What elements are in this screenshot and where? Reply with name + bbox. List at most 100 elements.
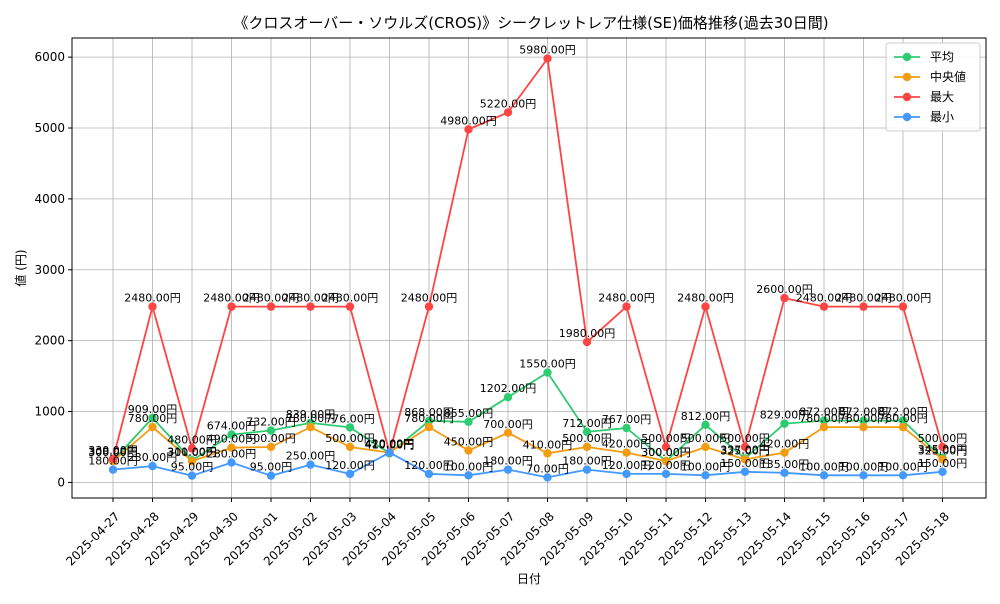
data-label: 2480.00円 — [124, 292, 181, 305]
data-label: 500.00円 — [246, 432, 296, 445]
data-label: 500.00円 — [720, 432, 770, 445]
legend-marker — [902, 52, 912, 62]
legend-box — [885, 42, 981, 132]
data-point — [503, 393, 513, 402]
data-point — [424, 422, 434, 432]
y-tick-label: 3000 — [34, 263, 65, 277]
data-label: 1202.00円 — [480, 382, 537, 395]
data-point — [938, 442, 947, 452]
data-point — [148, 422, 157, 432]
data-label: 180.00円 — [88, 455, 138, 468]
data-point — [661, 456, 671, 466]
data-point — [898, 302, 908, 311]
legend-item: 最大 — [894, 90, 954, 104]
data-point — [701, 471, 710, 480]
data-point — [227, 443, 236, 452]
data-label: 2480.00円 — [598, 292, 655, 305]
data-point — [266, 426, 276, 435]
legend-marker — [902, 72, 912, 82]
data-point — [740, 442, 750, 452]
y-axis-label: 値 (円) — [13, 249, 28, 286]
data-point — [543, 368, 552, 377]
data-label: 500.00円 — [681, 432, 731, 445]
data-point — [622, 448, 631, 457]
y-tick-label: 1000 — [34, 405, 65, 419]
data-point — [266, 302, 276, 311]
data-point — [582, 427, 592, 437]
data-point — [622, 302, 631, 311]
data-label: 300.00円 — [167, 446, 217, 459]
data-point — [187, 444, 197, 453]
data-point — [464, 446, 473, 455]
data-label: 300.00円 — [88, 446, 138, 459]
data-label: 325.00円 — [720, 444, 770, 457]
data-point — [740, 455, 750, 464]
data-label: 2480.00円 — [796, 292, 853, 305]
data-label: 780.00円 — [839, 412, 889, 425]
legend-item: 中央値 — [894, 69, 966, 84]
data-point — [148, 461, 157, 471]
data-label: 70.00円 — [526, 462, 569, 475]
data-label: 120.00円 — [602, 459, 652, 472]
data-point — [740, 467, 750, 476]
data-label: 311.00円 — [167, 445, 217, 458]
data-label: 909.00円 — [128, 403, 178, 416]
data-point — [148, 302, 157, 311]
data-label: 5980.00円 — [519, 44, 576, 57]
legend-item: 最小 — [894, 110, 954, 124]
data-point — [503, 465, 513, 474]
data-label: 250.00円 — [286, 450, 336, 463]
y-tick-label: 2000 — [34, 334, 65, 348]
data-label: 2480.00円 — [875, 292, 932, 305]
data-point — [819, 416, 829, 425]
grid — [72, 38, 986, 498]
data-point — [345, 423, 355, 432]
data-point — [622, 469, 631, 479]
data-label: 100.00円 — [878, 460, 928, 473]
data-point — [187, 456, 197, 466]
series-最大 — [108, 54, 947, 464]
legend-label: 最大 — [930, 90, 954, 104]
series-line — [112, 426, 944, 463]
data-label: 325.00円 — [918, 444, 968, 457]
data-label: 812.00円 — [681, 410, 731, 423]
data-point — [464, 125, 473, 134]
data-point — [424, 469, 434, 479]
data-point — [661, 469, 671, 479]
data-point — [780, 468, 789, 478]
data-label: 490.00円 — [207, 433, 257, 446]
data-point — [582, 337, 592, 347]
y-tick-label: 0 — [57, 475, 65, 489]
data-label: 345.00円 — [918, 443, 968, 456]
data-point — [780, 293, 789, 303]
legend-item: 平均 — [894, 50, 954, 64]
data-label: 420.00円 — [365, 438, 415, 451]
data-label: 230.00円 — [128, 451, 178, 464]
data-point — [345, 442, 355, 452]
data-label: 712.00円 — [562, 417, 612, 430]
data-label: 150.00円 — [720, 457, 770, 470]
data-label: 780.00円 — [128, 412, 178, 425]
data-point — [266, 442, 276, 452]
series-line — [112, 371, 944, 463]
data-label: 95.00円 — [250, 461, 293, 474]
data-point — [938, 455, 947, 464]
data-label: 1980.00円 — [559, 327, 616, 340]
data-point — [345, 302, 355, 311]
data-point — [464, 417, 473, 427]
data-point — [898, 471, 908, 480]
data-label: 839.00円 — [286, 408, 336, 421]
data-point — [543, 54, 552, 63]
data-point — [701, 302, 710, 311]
data-label: 2480.00円 — [677, 292, 734, 305]
series-line — [112, 57, 944, 460]
data-label: 872.00円 — [839, 406, 889, 419]
data-point — [819, 302, 829, 311]
data-label: 100.00円 — [799, 460, 849, 473]
data-label: 868.00円 — [404, 406, 454, 419]
y-tick-label: 4000 — [34, 192, 65, 206]
legend-label: 平均 — [930, 50, 954, 64]
data-labels: 308.00円 909.00円 311.00円 674.00円732.00円839.0… — [88, 44, 967, 476]
data-label: 2480.00円 — [322, 292, 379, 305]
